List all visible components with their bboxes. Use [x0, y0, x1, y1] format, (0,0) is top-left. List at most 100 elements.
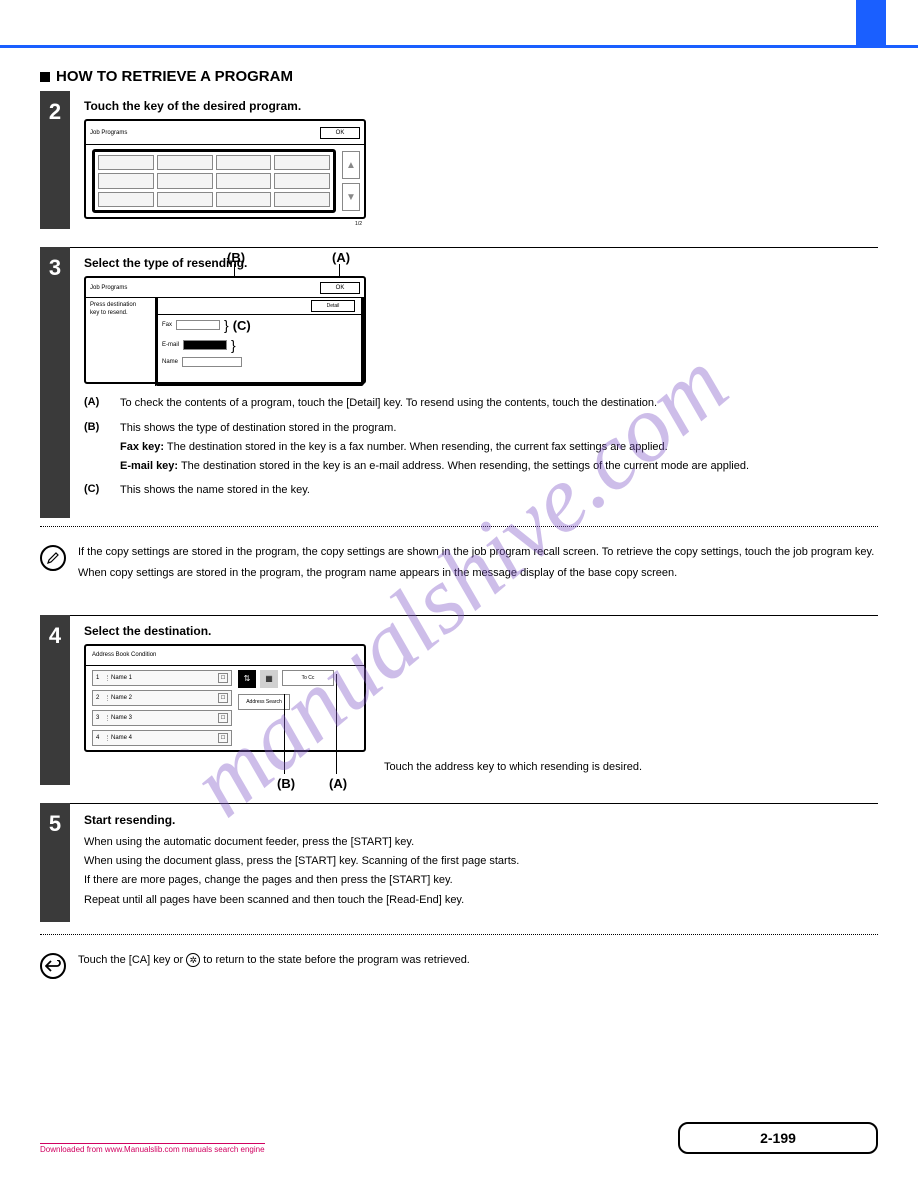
back-note-prefix: Touch the [CA] key or	[78, 954, 186, 966]
doc-icon: ☐	[218, 673, 228, 683]
scroll-arrows: ▲ ▼	[342, 151, 360, 211]
panel-title: Job Programs	[90, 285, 127, 291]
step-5-line: If there are more pages, change the page…	[84, 873, 868, 888]
doc-icon: ☐	[218, 713, 228, 723]
email-label: E-mail	[162, 342, 179, 348]
note-row: If the copy settings are stored in the p…	[40, 535, 878, 601]
divider	[40, 934, 878, 935]
ok-button[interactable]: OK	[320, 282, 360, 294]
program-key[interactable]	[157, 155, 213, 170]
program-key[interactable]	[274, 192, 330, 207]
ok-button[interactable]: OK	[320, 127, 360, 139]
step-5-line: Repeat until all pages have been scanned…	[84, 893, 868, 908]
program-key[interactable]	[274, 173, 330, 188]
program-grid-outline	[92, 149, 336, 213]
section-tab	[856, 0, 886, 48]
brace-icon: }	[224, 317, 229, 333]
legend-a-text: To check the contents of a program, touc…	[120, 396, 868, 411]
callout-a: (A)	[332, 250, 350, 265]
legend-b-letter: (B)	[84, 421, 114, 474]
panel-message: Press destination key to resend.	[86, 298, 156, 386]
legend-b-text: This shows the type of destination store…	[120, 421, 868, 474]
page-content: HOW TO RETRIEVE A PROGRAM 2 Touch the ke…	[0, 48, 918, 993]
legend-a-letter: (A)	[84, 396, 114, 411]
legend-list: (A) To check the contents of a program, …	[84, 396, 868, 498]
resend-panel: Job Programs OK Press destination key to…	[84, 276, 366, 384]
callout-b: (B)	[277, 776, 295, 791]
program-key[interactable]	[98, 192, 154, 207]
step-5: 5 Start resending. When using the automa…	[40, 803, 878, 922]
fax-label: Fax	[162, 322, 172, 328]
legend-c-text: This shows the name stored in the key.	[120, 483, 868, 498]
title-marker	[40, 72, 50, 82]
job-programs-panel: Job Programs OK	[84, 119, 366, 219]
step-2-instruction: Touch the key of the desired program.	[84, 99, 868, 113]
page-indicator: 1/2	[355, 221, 362, 227]
to-cc-button[interactable]: To Cc	[282, 670, 334, 686]
name-label: Name	[162, 359, 178, 365]
step-number: 2	[40, 91, 70, 229]
destination-key-selected[interactable]	[183, 340, 227, 350]
back-note-suffix: to return to the state before the progra…	[203, 954, 470, 966]
legend-c-letter: (C)	[84, 483, 114, 498]
step-3: 3 Select the type of resending. (B) (A) …	[40, 247, 878, 518]
callout-a: (A)	[329, 776, 347, 791]
step-5-body: Start resending. When using the automati…	[70, 803, 878, 922]
program-key[interactable]	[216, 173, 272, 188]
panel-title: Job Programs	[90, 130, 127, 136]
pencil-icon	[40, 545, 66, 571]
scroll-up-button[interactable]: ▲	[342, 151, 360, 179]
callout-c: (C)	[233, 318, 251, 333]
program-key[interactable]	[157, 173, 213, 188]
footer-source: Downloaded from www.Manualslib.com manua…	[40, 1143, 265, 1154]
doc-icon: ☐	[218, 693, 228, 703]
step-number: 5	[40, 803, 70, 922]
panel-header: Address Book Condition	[86, 646, 364, 666]
grid-button[interactable]: ▦	[260, 670, 278, 688]
program-grid	[98, 155, 330, 207]
step-5-line: When using the document glass, press the…	[84, 854, 868, 869]
address-item[interactable]: 2Name 2☐	[92, 690, 232, 706]
step-4-body: Select the destination. Address Book Con…	[70, 615, 878, 785]
destination-key[interactable]	[176, 320, 220, 330]
step-number: 4	[40, 615, 70, 785]
step-number: 3	[40, 247, 70, 518]
back-note-text: Touch the [CA] key or ✲ to return to the…	[78, 953, 470, 968]
scroll-down-button[interactable]: ▼	[342, 183, 360, 211]
panel-header: Job Programs OK	[86, 121, 364, 145]
step-5-instruction: Start resending.	[84, 812, 868, 829]
doc-icon: ☐	[218, 733, 228, 743]
section-title: HOW TO RETRIEVE A PROGRAM	[56, 68, 293, 85]
detail-button[interactable]: Detail	[311, 300, 355, 312]
address-item[interactable]: 3Name 3☐	[92, 710, 232, 726]
panel-header: Job Programs OK	[86, 278, 364, 298]
address-book-panel: Address Book Condition 1Name 1☐ 2Name 2☐	[84, 644, 366, 752]
program-key[interactable]	[98, 155, 154, 170]
note-text: If the copy settings are stored in the p…	[78, 545, 874, 587]
program-key[interactable]	[157, 192, 213, 207]
address-list: 1Name 1☐ 2Name 2☐ 3Name 3☐ 4Name 4☐	[92, 670, 232, 750]
page-footer: Downloaded from www.Manualslib.com manua…	[40, 1122, 878, 1154]
back-icon	[40, 953, 66, 979]
gear-icon: ✲	[186, 953, 200, 967]
program-key[interactable]	[98, 173, 154, 188]
program-key[interactable]	[274, 155, 330, 170]
program-key[interactable]	[216, 155, 272, 170]
page-number-box: 2-199	[678, 1122, 878, 1154]
step-4-instruction: Select the destination.	[84, 624, 868, 638]
step-5-line: When using the automatic document feeder…	[84, 835, 868, 850]
destination-list: Detail Fax } (C) E-mail }	[155, 297, 364, 386]
address-item[interactable]: 4Name 4☐	[92, 730, 232, 746]
step-4: 4 Select the destination. Address Book C…	[40, 615, 878, 785]
brace-icon: }	[231, 337, 236, 353]
back-note-row: Touch the [CA] key or ✲ to return to the…	[40, 943, 878, 993]
address-search-button[interactable]: Address Search	[238, 694, 290, 710]
step-4-text: Touch the address key to which resending…	[384, 760, 868, 775]
divider	[40, 526, 878, 527]
program-key[interactable]	[216, 192, 272, 207]
header-bar	[0, 0, 918, 48]
sort-button[interactable]: ⇅	[238, 670, 256, 688]
name-field	[182, 357, 242, 367]
step-2-body: Touch the key of the desired program. Jo…	[70, 91, 878, 229]
address-item[interactable]: 1Name 1☐	[92, 670, 232, 686]
